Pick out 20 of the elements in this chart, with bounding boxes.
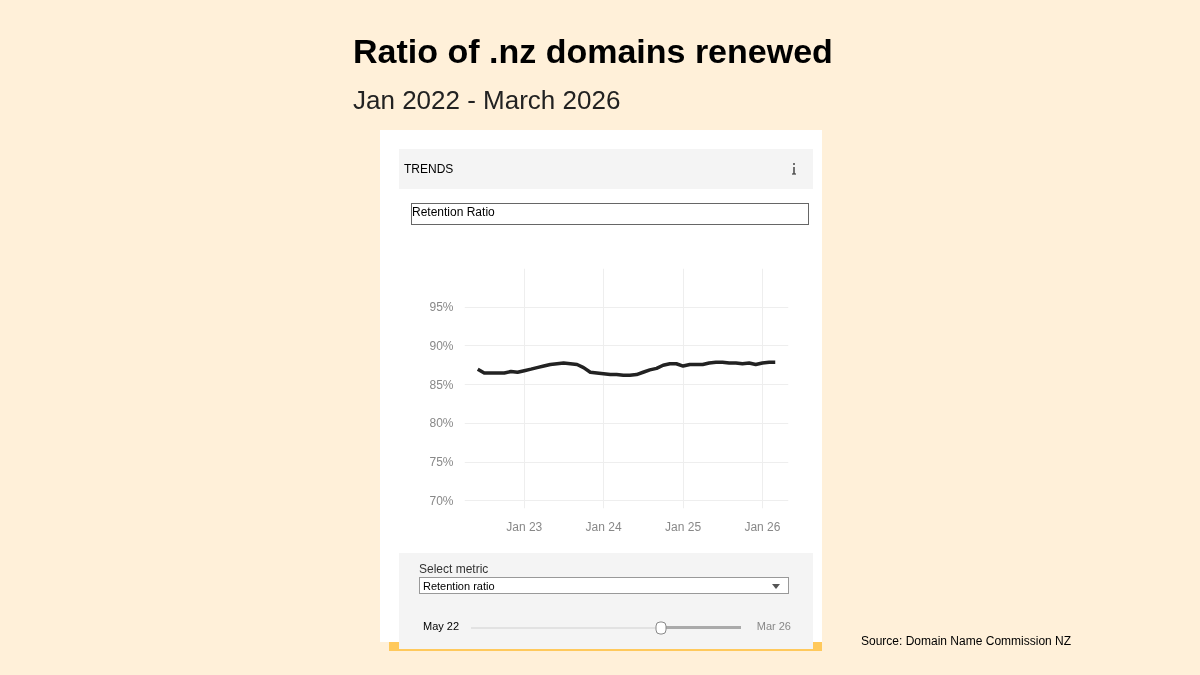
text: Select metric [419,561,489,578]
text: Retention Ratio [411,203,809,225]
x-tick-label: Jan 26 [744,519,781,534]
y-tick-label: 85% [429,377,454,392]
chart-subtitle: Jan 2022 - March 2026 [353,83,622,117]
y-tick-label: 90% [429,338,454,353]
y-tick-label: 80% [429,416,454,431]
y-tick-label: 70% [429,493,454,508]
x-tick-label: Jan 23 [506,519,543,534]
source-note: Source: Domain Name Commission NZ [860,633,1072,650]
line-series [476,360,777,378]
y-tick-label: 95% [429,300,454,315]
chart-title: Ratio of .nz domains renewed [353,31,833,72]
text: Retention ratio [419,577,789,594]
x-tick-label: Jan 24 [585,519,622,534]
text: May 22 [423,619,460,634]
x-tick-label: Jan 25 [665,519,702,534]
y-tick-label: 75% [429,455,454,470]
text: TRENDS [404,161,454,178]
text: Mar 26 [756,619,791,634]
